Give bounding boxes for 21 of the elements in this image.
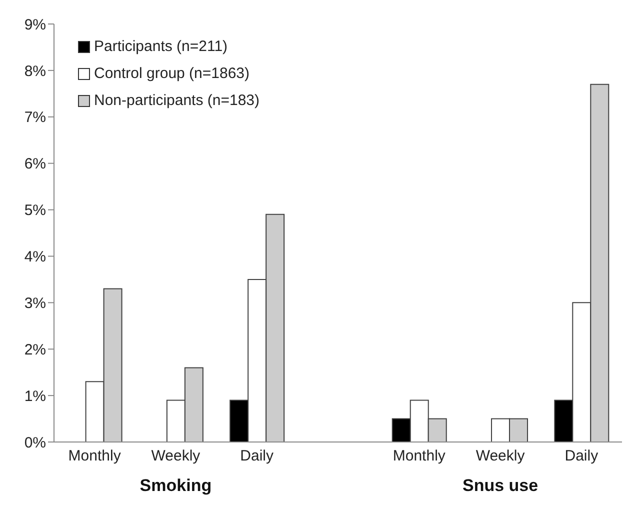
y-tick-label: 6% — [24, 156, 46, 173]
x-tick-label: Daily — [240, 448, 274, 465]
y-tick-label: 8% — [24, 62, 46, 80]
y-tick-label: 0% — [24, 434, 46, 452]
x-tick-label: Monthly — [68, 448, 122, 465]
y-tick-label: 5% — [24, 202, 46, 220]
y-tick-label: 4% — [24, 248, 46, 266]
x-tick-label: Monthly — [392, 448, 446, 465]
x-tick-label: Weekly — [476, 448, 526, 465]
legend-label: Non-participants (n=183) — [94, 92, 260, 109]
text: Snus use — [461, 476, 540, 496]
y-tick-label: 7% — [24, 109, 46, 126]
x-tick-label: Daily — [564, 448, 599, 465]
legend-label: Participants (n=211) — [94, 38, 228, 55]
y-tick-label: 1% — [24, 388, 46, 405]
x-tick-label: Weekly — [151, 448, 201, 465]
y-tick-label: 9% — [24, 16, 46, 34]
legend-label: Control group (n=1863) — [94, 65, 250, 82]
y-tick-label: 2% — [24, 341, 46, 358]
y-tick-label: 3% — [24, 294, 46, 312]
text: Smoking — [138, 476, 213, 496]
